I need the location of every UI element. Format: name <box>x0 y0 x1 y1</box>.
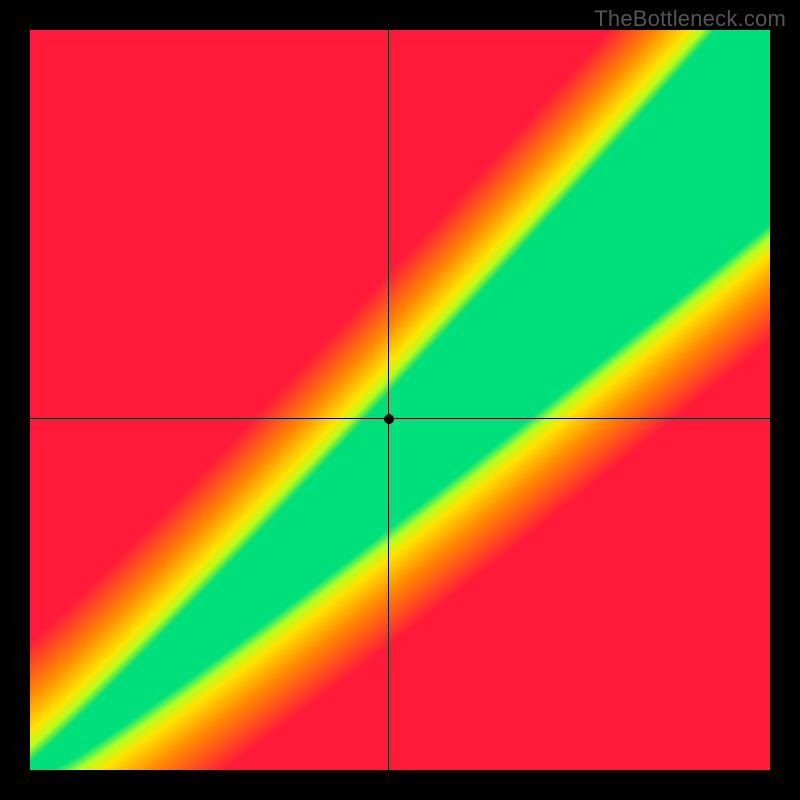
crosshair-horizontal <box>30 418 770 419</box>
chart-container: TheBottleneck.com <box>0 0 800 800</box>
crosshair-marker <box>384 414 394 424</box>
plot-area <box>30 30 770 770</box>
crosshair-vertical <box>388 30 389 770</box>
heatmap-canvas <box>30 30 770 770</box>
watermark-text: TheBottleneck.com <box>594 6 786 32</box>
